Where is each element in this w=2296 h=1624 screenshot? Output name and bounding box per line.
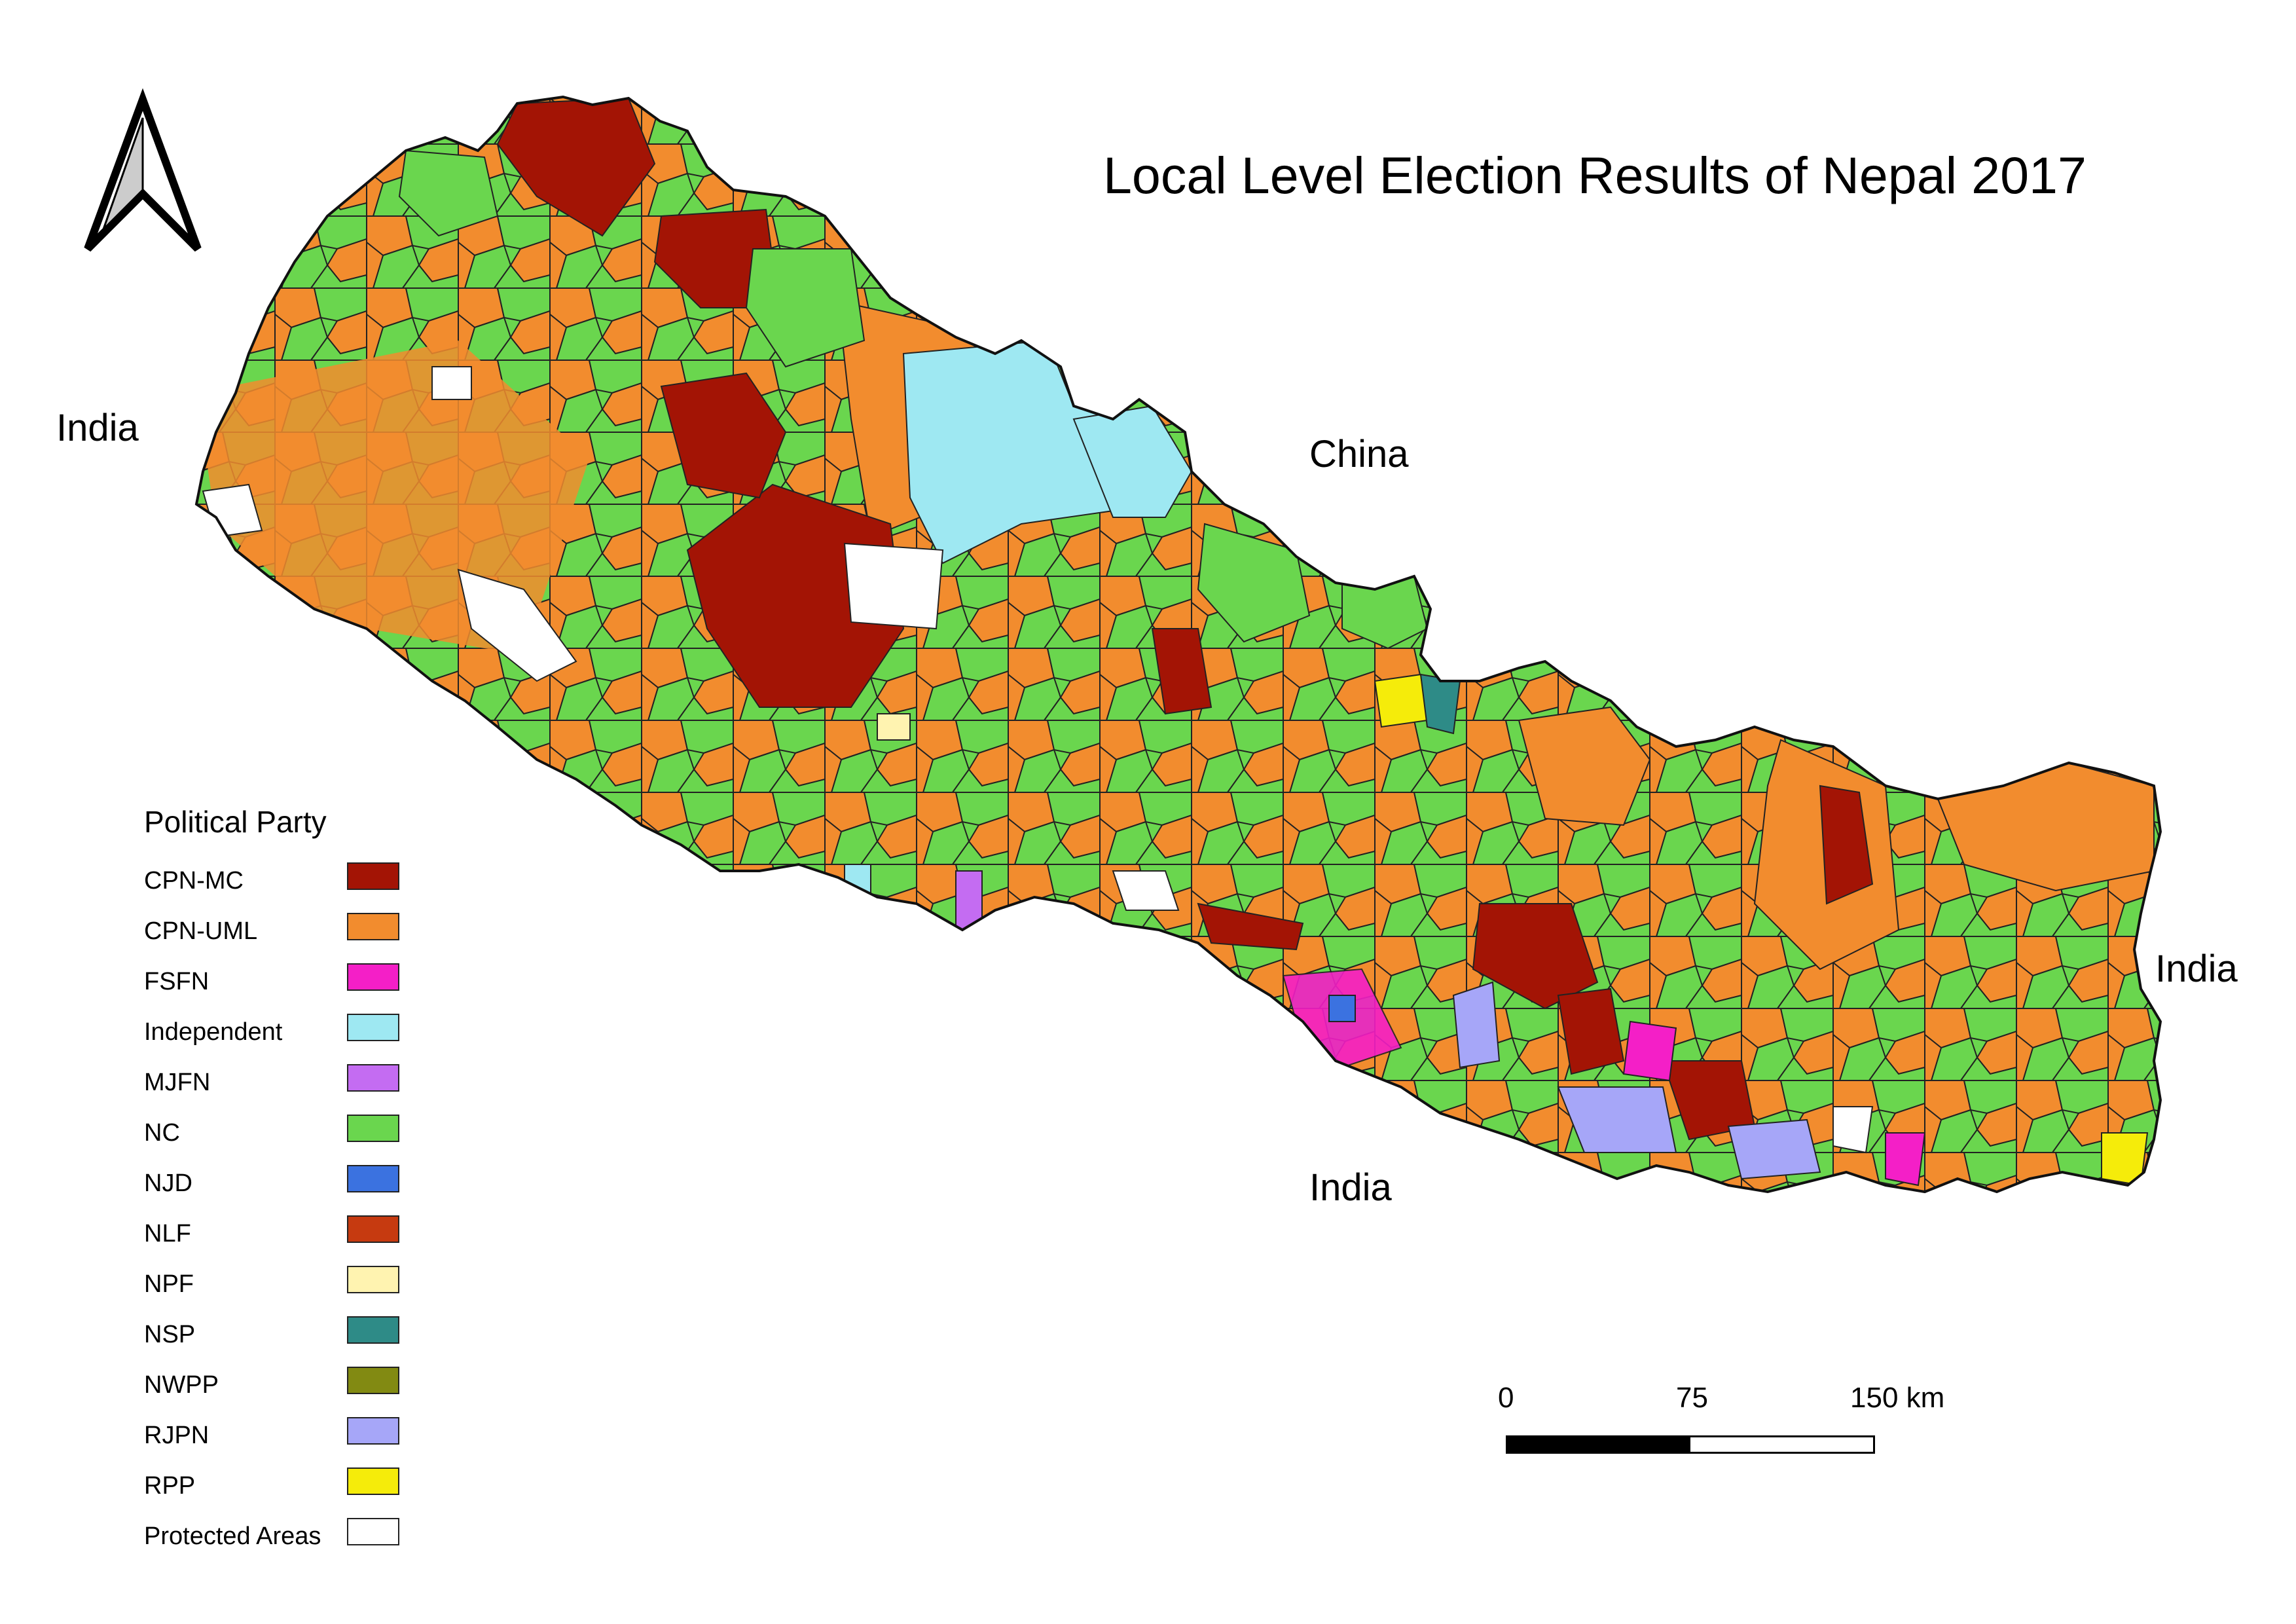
label-west-neighbor: India <box>56 407 139 449</box>
scale-bar: 0 75 150 km <box>1498 1382 1944 1460</box>
legend-item-swatch <box>347 1266 399 1293</box>
legend-item: MJFN <box>144 1061 419 1111</box>
legend-item-label: CPN-UML <box>144 917 258 945</box>
label-north-neighbor: China <box>1309 433 1409 475</box>
legend-item-swatch <box>347 1316 399 1344</box>
scale-segment-black <box>1506 1435 1690 1454</box>
legend-item: RJPN <box>144 1414 419 1464</box>
legend-item-swatch <box>347 1367 399 1394</box>
legend-item-label: NWPP <box>144 1371 219 1399</box>
legend-item-label: NSP <box>144 1321 196 1348</box>
legend-item-label: RJPN <box>144 1422 210 1449</box>
legend-item-swatch <box>347 1417 399 1445</box>
legend-item-swatch <box>347 1064 399 1092</box>
legend-item: FSFN <box>144 960 419 1010</box>
legend-item-label: NC <box>144 1119 180 1147</box>
scale-segment-white <box>1688 1435 1875 1454</box>
legend-title: Political Party <box>144 805 327 839</box>
map-title: Local Level Election Results of Nepal 20… <box>1103 146 2086 204</box>
legend-item-label: RPP <box>144 1472 196 1500</box>
legend-item-label: NLF <box>144 1220 191 1247</box>
legend-item: CPN-UML <box>144 910 419 960</box>
legend-item-label: NPF <box>144 1270 194 1298</box>
legend-item-label: Protected Areas <box>144 1522 321 1550</box>
legend-item-swatch <box>347 913 399 940</box>
legend-item-label: MJFN <box>144 1069 211 1096</box>
legend-items: CPN-MC CPN-UML FSFN Independent MJFN NC NJD NLF… <box>144 859 419 1565</box>
north-arrow-icon <box>84 88 202 252</box>
legend: Political Party CPN-MC CPN-UML FSFN Indepen… <box>144 804 419 1565</box>
legend-item-swatch <box>347 862 399 890</box>
legend-item: CPN-MC <box>144 859 419 910</box>
legend-item-swatch <box>347 1467 399 1495</box>
legend-item: Independent <box>144 1010 419 1061</box>
legend-item: NPF <box>144 1263 419 1313</box>
scale-tick-75: 75 <box>1676 1382 1708 1414</box>
legend-item: NWPP <box>144 1363 419 1414</box>
legend-item: NC <box>144 1111 419 1162</box>
legend-item: NLF <box>144 1212 419 1263</box>
legend-item: Protected Areas <box>144 1515 419 1565</box>
legend-item: RPP <box>144 1464 419 1515</box>
legend-item-swatch <box>347 1215 399 1243</box>
scale-tick-150: 150 km <box>1850 1382 1945 1414</box>
legend-item: NJD <box>144 1162 419 1212</box>
label-east-neighbor: India <box>2155 948 2238 990</box>
label-south-neighbor: India <box>1309 1166 1392 1209</box>
legend-item-swatch <box>347 1518 399 1545</box>
legend-item-swatch <box>347 1115 399 1142</box>
scale-tick-0: 0 <box>1498 1382 1514 1414</box>
legend-item-swatch <box>347 1014 399 1041</box>
legend-item-label: NJD <box>144 1170 192 1197</box>
legend-item-label: Independent <box>144 1018 283 1046</box>
legend-item-swatch <box>347 963 399 991</box>
legend-item: NSP <box>144 1313 419 1363</box>
legend-item-label: FSFN <box>144 968 210 995</box>
legend-item-label: CPN-MC <box>144 867 244 895</box>
legend-item-swatch <box>347 1165 399 1192</box>
